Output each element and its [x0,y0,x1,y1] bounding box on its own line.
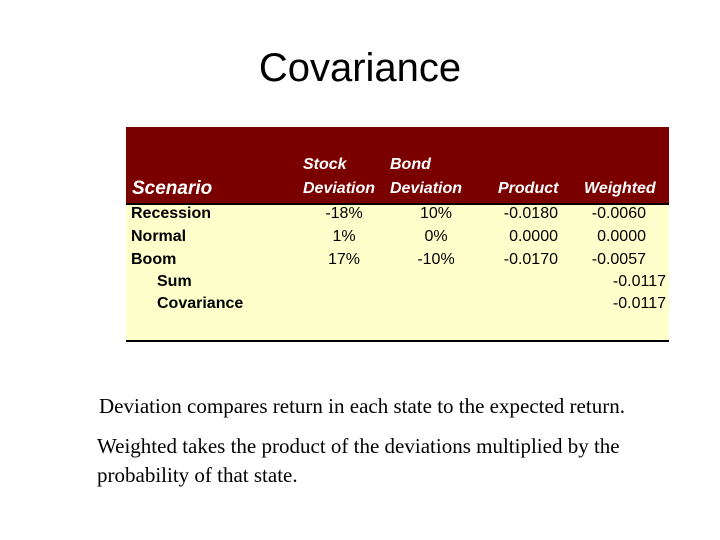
row-normal-bond: 0% [424,228,448,245]
row-boom-stock: 17% [327,251,361,268]
covariance-value: -0.0117 [612,295,666,312]
row-recession-scenario: Recession [131,205,212,222]
covariance-label: Covariance [157,295,244,312]
header-stock-line1: Stock [303,156,347,173]
row-boom-scenario: Boom [131,251,177,268]
header-bond-line1: Bond [390,156,431,173]
row-normal-scenario: Normal [131,228,187,245]
covariance-table: Stock Deviation Bond Deviation Scenario … [126,127,669,342]
row-normal-weighted: 0.0000 [597,228,646,245]
sum-label: Sum [157,273,192,290]
header-scenario: Scenario [132,178,213,199]
slide-title: Covariance [258,46,462,90]
row-recession-stock: -18% [325,205,363,222]
row-recession-product: -0.0180 [503,205,558,222]
explanation-weighted-line1: Weighted takes the product of the deviat… [97,434,620,458]
explanation-weighted-line2: probability of that state. [97,463,298,487]
row-recession-weighted: -0.0060 [591,205,646,222]
row-boom-product: -0.0170 [503,251,558,268]
header-stock-line2: Deviation [303,180,376,197]
table-header: Stock Deviation Bond Deviation Scenario … [126,127,669,205]
row-recession-bond: 10% [419,205,453,222]
header-product: Product [498,180,559,197]
header-weighted: Weighted [584,180,656,197]
sum-value: -0.0117 [612,273,666,290]
header-bond-line2: Deviation [390,180,463,197]
row-boom-bond: -10% [417,251,455,268]
row-normal-stock: 1% [332,228,356,245]
row-boom-weighted: -0.0057 [591,251,646,268]
explanation-deviation: Deviation compares return in each state … [99,394,625,418]
row-normal-product: 0.0000 [509,228,558,245]
